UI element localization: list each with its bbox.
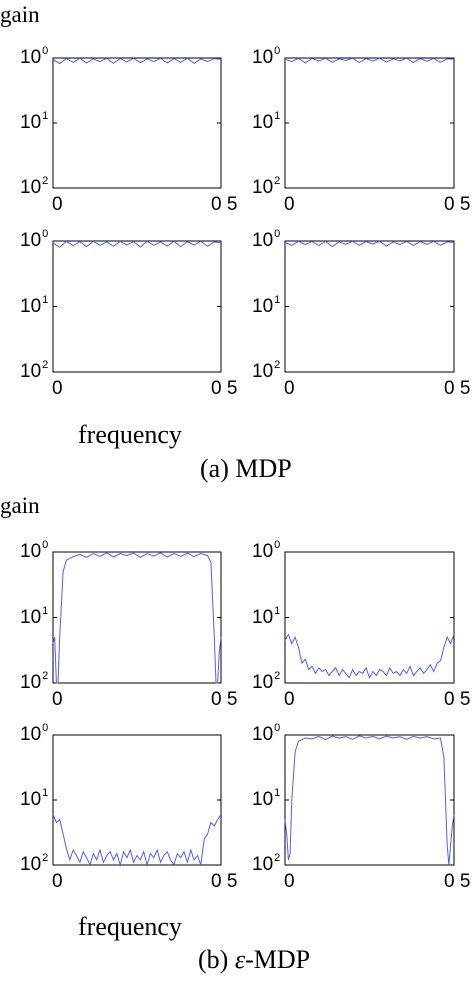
y-tick-label: 102 xyxy=(252,852,281,875)
y-tick-label: 101 xyxy=(252,293,281,317)
x-tick-label-left: 0 xyxy=(284,871,295,892)
x-tick-label-left: 0 xyxy=(52,378,63,399)
y-tick-label: 100 xyxy=(20,45,49,68)
axes-frame xyxy=(284,734,455,866)
y-tick-label: 100 xyxy=(252,539,281,562)
y-tick-label: 101 xyxy=(252,604,281,628)
x-tick-label-left: 0 xyxy=(284,378,295,399)
y-tick-label: 102 xyxy=(20,670,49,693)
y-tick-label: 100 xyxy=(252,228,281,251)
x-tick-label-left: 0 xyxy=(52,689,63,710)
gain-series-line xyxy=(284,240,455,248)
axes-frame xyxy=(52,240,222,373)
gain-series-line xyxy=(52,57,222,65)
y-tick-label: 101 xyxy=(20,110,49,133)
axes-frame xyxy=(52,551,222,684)
x-tick-label-right: 0 5 xyxy=(211,194,238,215)
x-tick-label-right: 0 5 xyxy=(444,871,471,892)
y-tick-label: 101 xyxy=(20,293,49,317)
axes-frame xyxy=(52,57,222,189)
top-caption: (a) MDP xyxy=(200,454,292,483)
y-tick-label: 100 xyxy=(252,722,281,745)
y-tick-label: 102 xyxy=(252,359,281,382)
x-tick-label-right: 0 5 xyxy=(444,689,471,710)
axes-frame xyxy=(284,551,455,684)
axes-frame xyxy=(284,240,455,373)
y-tick-label: 100 xyxy=(20,539,49,562)
x-tick-label-right: 0 5 xyxy=(444,378,471,399)
y-tick-label: 101 xyxy=(20,604,49,628)
y-tick-label: 102 xyxy=(252,175,281,198)
bottom-frequency-label: frequency xyxy=(78,912,182,941)
gain-series-line xyxy=(52,552,222,684)
axes-frame xyxy=(284,57,455,189)
gain-series-line xyxy=(52,814,222,867)
y-tick-label: 101 xyxy=(252,787,281,810)
y-tick-label: 102 xyxy=(20,359,49,382)
x-tick-label-right: 0 5 xyxy=(211,378,238,399)
x-tick-label-right: 0 5 xyxy=(444,194,471,215)
x-tick-label-left: 0 xyxy=(52,871,63,892)
x-tick-label-left: 0 xyxy=(284,194,295,215)
x-tick-label-right: 0 5 xyxy=(211,871,238,892)
gain-series-line xyxy=(284,735,455,866)
bottom-caption-suffix: -MDP xyxy=(245,945,311,974)
y-tick-label: 101 xyxy=(252,110,281,133)
bottom-caption-prefix: (b) xyxy=(198,945,235,974)
axes-frame xyxy=(52,734,222,866)
x-tick-label-left: 0 xyxy=(284,689,295,710)
bottom-gain-label: gain xyxy=(0,493,40,518)
y-tick-label: 102 xyxy=(20,175,49,198)
y-tick-label: 100 xyxy=(20,228,49,251)
y-tick-label: 100 xyxy=(252,45,281,68)
x-tick-label-right: 0 5 xyxy=(211,689,238,710)
gain-series-line xyxy=(52,240,222,248)
x-tick-label-left: 0 xyxy=(52,194,63,215)
top-frequency-label: frequency xyxy=(78,420,182,449)
gain-series-line xyxy=(284,57,455,64)
y-tick-label: 102 xyxy=(20,852,49,875)
y-tick-label: 100 xyxy=(20,722,49,745)
y-tick-label: 101 xyxy=(20,787,49,810)
gain-series-line xyxy=(284,633,455,680)
bottom-caption: (b) ε-MDP xyxy=(198,945,310,975)
top-gain-label: gain xyxy=(0,2,40,27)
bottom-caption-epsilon: ε xyxy=(234,945,246,974)
y-tick-label: 102 xyxy=(252,670,281,693)
